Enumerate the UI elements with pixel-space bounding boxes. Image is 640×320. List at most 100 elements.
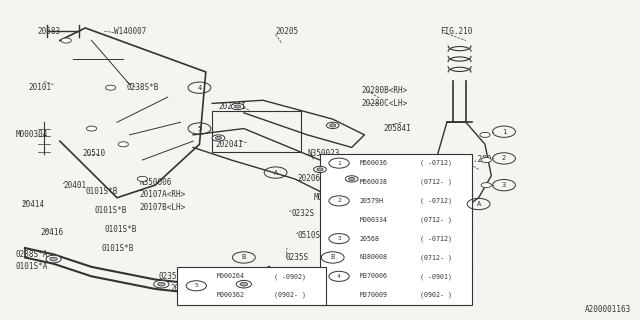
- Text: 3: 3: [502, 182, 506, 188]
- Text: 20107B<LH>: 20107B<LH>: [139, 203, 186, 212]
- Text: 20584I: 20584I: [383, 124, 411, 133]
- Text: 0101S*A: 0101S*A: [15, 262, 48, 271]
- Circle shape: [240, 282, 248, 286]
- Text: (0902- ): (0902- ): [275, 292, 307, 299]
- Text: ( -0712): ( -0712): [420, 160, 452, 166]
- Text: FIG.280: FIG.280: [460, 156, 492, 164]
- Text: 20401: 20401: [63, 181, 86, 190]
- Text: 0101S*B: 0101S*B: [95, 206, 127, 215]
- Text: B: B: [331, 254, 335, 260]
- Text: 20204I: 20204I: [215, 140, 243, 149]
- Text: M660038: M660038: [360, 179, 388, 185]
- Text: 20579H: 20579H: [360, 198, 384, 204]
- Circle shape: [61, 38, 71, 43]
- Text: ( -0712): ( -0712): [420, 236, 452, 242]
- Text: ( -0902): ( -0902): [275, 273, 307, 280]
- Circle shape: [157, 282, 165, 286]
- Circle shape: [86, 126, 97, 131]
- Text: 20420: 20420: [171, 284, 194, 293]
- Text: (0712- ): (0712- ): [420, 254, 452, 261]
- Text: 20202 <RH>: 20202 <RH>: [336, 218, 382, 228]
- Text: M00006: M00006: [326, 221, 354, 230]
- Circle shape: [231, 103, 244, 110]
- Bar: [320, 154, 472, 305]
- Text: 0101S*B: 0101S*B: [85, 187, 118, 196]
- Text: N350023: N350023: [307, 149, 340, 158]
- Text: 5: 5: [197, 125, 202, 132]
- Text: FRONT: FRONT: [212, 291, 236, 300]
- Text: 1: 1: [337, 161, 341, 166]
- Text: N350006: N350006: [139, 178, 172, 187]
- Circle shape: [326, 122, 339, 129]
- Text: 4: 4: [197, 85, 202, 91]
- Text: M000264: M000264: [217, 273, 245, 279]
- Circle shape: [346, 176, 358, 182]
- Text: 2: 2: [337, 198, 341, 204]
- Circle shape: [480, 132, 490, 137]
- Circle shape: [481, 183, 492, 188]
- Text: M000334: M000334: [360, 217, 388, 223]
- Text: 20583: 20583: [38, 27, 61, 36]
- Circle shape: [330, 124, 336, 127]
- Text: 20204I: 20204I: [218, 102, 246, 111]
- Text: A: A: [273, 170, 278, 176]
- Text: 20101: 20101: [28, 83, 51, 92]
- Circle shape: [234, 105, 241, 108]
- Circle shape: [50, 257, 58, 261]
- Bar: [177, 267, 326, 305]
- Text: ( -0901): ( -0901): [420, 273, 452, 280]
- Text: 0235S: 0235S: [285, 253, 308, 262]
- Text: B: B: [242, 254, 246, 260]
- Text: 0101S*B: 0101S*B: [104, 225, 137, 234]
- Circle shape: [236, 280, 252, 288]
- Text: M370009: M370009: [360, 292, 388, 298]
- Text: 20205: 20205: [276, 27, 299, 36]
- Circle shape: [215, 136, 221, 140]
- Text: M000362: M000362: [217, 292, 245, 298]
- Text: 0235S: 0235S: [158, 272, 181, 281]
- Text: 20280C<LH>: 20280C<LH>: [361, 99, 408, 108]
- Circle shape: [314, 166, 326, 172]
- Text: M370006: M370006: [360, 273, 388, 279]
- Text: 0510S: 0510S: [298, 231, 321, 240]
- Circle shape: [137, 176, 147, 181]
- Text: 5: 5: [195, 283, 198, 288]
- Text: 20206: 20206: [298, 174, 321, 183]
- Circle shape: [481, 157, 492, 163]
- Text: 4: 4: [337, 274, 341, 279]
- Circle shape: [349, 177, 355, 180]
- Text: 1: 1: [502, 129, 506, 135]
- Text: (0712- ): (0712- ): [420, 217, 452, 223]
- Text: (0902- ): (0902- ): [420, 292, 452, 299]
- Text: M030007: M030007: [314, 193, 346, 202]
- Text: (0712- ): (0712- ): [420, 179, 452, 185]
- Circle shape: [317, 168, 323, 171]
- Text: 20416: 20416: [41, 228, 64, 237]
- Text: 3: 3: [337, 236, 341, 241]
- Text: 20510: 20510: [82, 149, 105, 158]
- Text: A: A: [477, 201, 481, 207]
- Text: 20568: 20568: [360, 236, 380, 242]
- Circle shape: [118, 142, 129, 147]
- Text: 0232S: 0232S: [291, 209, 315, 218]
- Text: 0238S*A: 0238S*A: [15, 250, 48, 259]
- Text: 20414: 20414: [22, 200, 45, 209]
- Text: A200001163: A200001163: [584, 305, 631, 314]
- Text: M000304: M000304: [15, 130, 48, 139]
- Circle shape: [154, 280, 169, 288]
- Text: 0238S*B: 0238S*B: [127, 83, 159, 92]
- Text: 20280B<RH>: 20280B<RH>: [361, 86, 408, 95]
- Text: 0101S*B: 0101S*B: [101, 244, 134, 252]
- Circle shape: [212, 135, 225, 141]
- Text: 20202A<LH>: 20202A<LH>: [336, 231, 382, 240]
- Circle shape: [106, 85, 116, 90]
- Text: N380008: N380008: [360, 254, 388, 260]
- Text: 20107A<RH>: 20107A<RH>: [139, 190, 186, 199]
- Text: FIG.210: FIG.210: [440, 27, 473, 36]
- Text: 2: 2: [502, 156, 506, 161]
- Text: ( -0712): ( -0712): [420, 198, 452, 204]
- Text: FRONT: FRONT: [225, 292, 250, 301]
- Text: W140007: W140007: [114, 27, 146, 36]
- Text: M660036: M660036: [360, 160, 388, 166]
- Circle shape: [46, 255, 61, 263]
